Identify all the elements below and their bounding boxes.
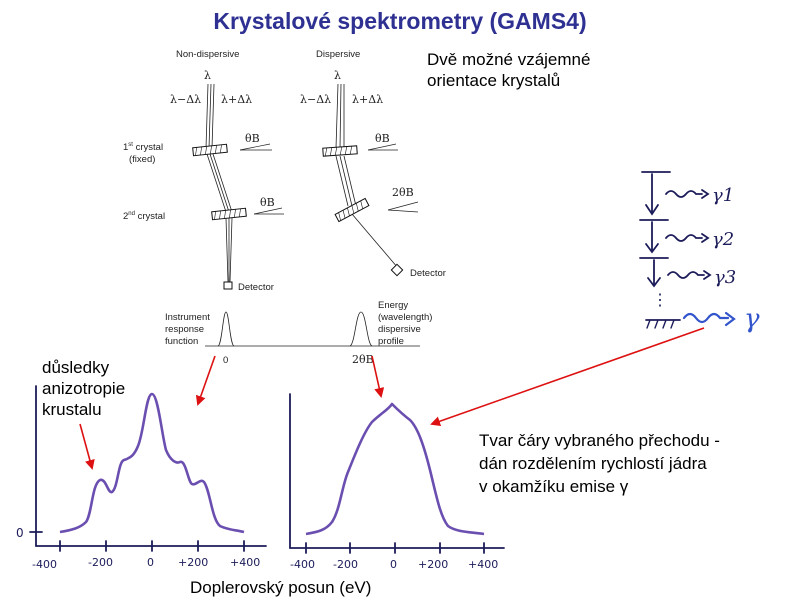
y-zero-label: 0 bbox=[16, 526, 24, 540]
anisotropy-note: důsledky anizotropie krustalu bbox=[42, 357, 125, 420]
anisotropy-note-line: důsledky bbox=[42, 358, 110, 377]
first-crystal-hatch bbox=[325, 146, 352, 157]
x-tick-label: -200 bbox=[333, 558, 358, 571]
instrument-response-line: function bbox=[165, 336, 198, 347]
lineshape-note: Tvar čáry vybraného přechodu - dán rozdě… bbox=[479, 429, 720, 498]
second-crystal-hatch bbox=[338, 200, 363, 221]
gamma-label: γ3 bbox=[714, 267, 736, 288]
detector-label: Detector bbox=[238, 282, 274, 293]
lambda-minus-label: λ−Δλ bbox=[300, 93, 331, 106]
cascade-dots: ⋮ bbox=[652, 290, 668, 309]
x-tick-label: +200 bbox=[418, 558, 448, 571]
lineshape-note-line: Tvar čáry vybraného přechodu - bbox=[479, 431, 720, 450]
transition-arrowhead bbox=[645, 243, 659, 254]
energy-profile-line: dispersive bbox=[378, 324, 421, 335]
two-theta-b-angle: 2θB bbox=[387, 186, 419, 213]
gamma-label: γ1 bbox=[712, 185, 734, 206]
fixed-label: (fixed) bbox=[129, 154, 155, 165]
first-crystal bbox=[322, 145, 358, 157]
lambda-plus-label: λ+Δλ bbox=[221, 93, 252, 106]
gamma-wave bbox=[665, 189, 710, 199]
theta-b-angle: θB bbox=[239, 132, 272, 151]
second-crystal bbox=[211, 207, 247, 221]
first-crystal-hatch bbox=[195, 144, 222, 156]
theta-b-angle: θB bbox=[367, 132, 398, 151]
x-tick-label: +400 bbox=[230, 556, 260, 569]
lambda-plus-label: λ+Δλ bbox=[352, 93, 383, 106]
left-plot: 0 -400 -200 0 +200 +400 bbox=[16, 385, 267, 571]
first-crystal-label: 1st crystal bbox=[123, 142, 163, 153]
gamma-cascade-sketch bbox=[639, 171, 736, 329]
anisotropy-note-line: krustalu bbox=[42, 400, 102, 419]
left-plot-axes bbox=[29, 385, 267, 552]
gamma-label: γ2 bbox=[712, 229, 734, 250]
gamma-wave bbox=[665, 233, 710, 243]
theta-b-label: θB bbox=[260, 196, 275, 209]
instrument-response-line: response bbox=[165, 324, 204, 335]
first-crystal-sup: st bbox=[128, 142, 133, 148]
lambda-label: λ bbox=[334, 69, 341, 82]
theta-b-label: θB bbox=[375, 132, 390, 145]
arrow-to-right-plot bbox=[371, 355, 385, 398]
x-tick-label: +400 bbox=[468, 558, 498, 571]
x-tick-label: 0 bbox=[390, 558, 397, 571]
ground-hatch bbox=[646, 319, 675, 329]
gamma-wave-selected bbox=[682, 311, 736, 327]
slide-title: Krystalové spektrometry (GAMS4) bbox=[213, 8, 587, 34]
second-crystal-sup: nd bbox=[128, 211, 135, 217]
anisotropy-note-line: anizotropie bbox=[42, 379, 126, 398]
left-plot-curve bbox=[59, 392, 245, 534]
right-plot-axes bbox=[289, 393, 505, 554]
second-crystal-label: 2nd crystal bbox=[123, 211, 165, 222]
transition-arrowhead bbox=[645, 204, 659, 216]
two-theta-b-label: 2θB bbox=[392, 186, 414, 199]
right-plot: -400 -200 0 +200 +400 bbox=[289, 393, 505, 571]
lineshape-note-line: dán rozdělením rychlostí jádra bbox=[479, 454, 707, 473]
orientation-note-line: orientace krystalů bbox=[427, 71, 561, 90]
x-tick-label: 0 bbox=[147, 556, 154, 569]
theta-b-angle: θB bbox=[253, 196, 284, 215]
profile-sketch: Instrument response function Energy (wav… bbox=[165, 300, 432, 366]
spectrometer-diagram: Non-dispersive Dispersive λ λ−Δλ λ+Δλ λ … bbox=[123, 49, 446, 366]
orientation-note: Dvě možné vzájemné orientace krystalů bbox=[427, 49, 590, 91]
x-axis-title: Doplerovský posun (eV) bbox=[190, 578, 372, 597]
energy-profile-line: Energy bbox=[378, 300, 408, 311]
lambda-label: λ bbox=[204, 69, 211, 82]
arrow-to-anisotropy bbox=[79, 423, 95, 470]
right-plot-curve bbox=[305, 402, 485, 536]
gamma-label: γ bbox=[744, 304, 760, 334]
orientation-note-line: Dvě možné vzájemné bbox=[427, 50, 591, 69]
first-crystal bbox=[192, 143, 228, 157]
x-tick-label: +200 bbox=[178, 556, 208, 569]
lineshape-note-line: v okamžíku emise γ bbox=[479, 477, 629, 496]
energy-profile-line: profile bbox=[378, 336, 404, 347]
arrow-to-left-plot bbox=[195, 355, 216, 406]
x-tick-label: -400 bbox=[290, 558, 315, 571]
transition-arrowhead bbox=[647, 277, 661, 288]
detector-label: Detector bbox=[410, 268, 446, 279]
lambda-minus-label: λ−Δλ bbox=[170, 93, 201, 106]
non-dispersive-label: Non-dispersive bbox=[176, 49, 239, 60]
dispersive-label: Dispersive bbox=[316, 49, 360, 60]
instrument-response-line: Instrument bbox=[165, 312, 210, 323]
non-dispersive-beams bbox=[205, 83, 233, 283]
two-theta-tick-label: 2θB bbox=[352, 353, 374, 366]
dispersive-beams bbox=[335, 83, 399, 269]
second-crystal-hatch bbox=[214, 208, 241, 220]
theta-b-label: θB bbox=[245, 132, 260, 145]
detector-box bbox=[223, 281, 233, 290]
detector-box bbox=[390, 263, 404, 277]
x-tick-label: -200 bbox=[88, 556, 113, 569]
gamma-wave bbox=[667, 270, 712, 280]
energy-profile-line: (wavelength) bbox=[378, 312, 432, 323]
zero-tick-label: 0 bbox=[223, 355, 228, 366]
red-arrows bbox=[79, 327, 705, 470]
x-tick-label: -400 bbox=[32, 558, 57, 571]
arrow-to-lineshape bbox=[430, 327, 705, 427]
